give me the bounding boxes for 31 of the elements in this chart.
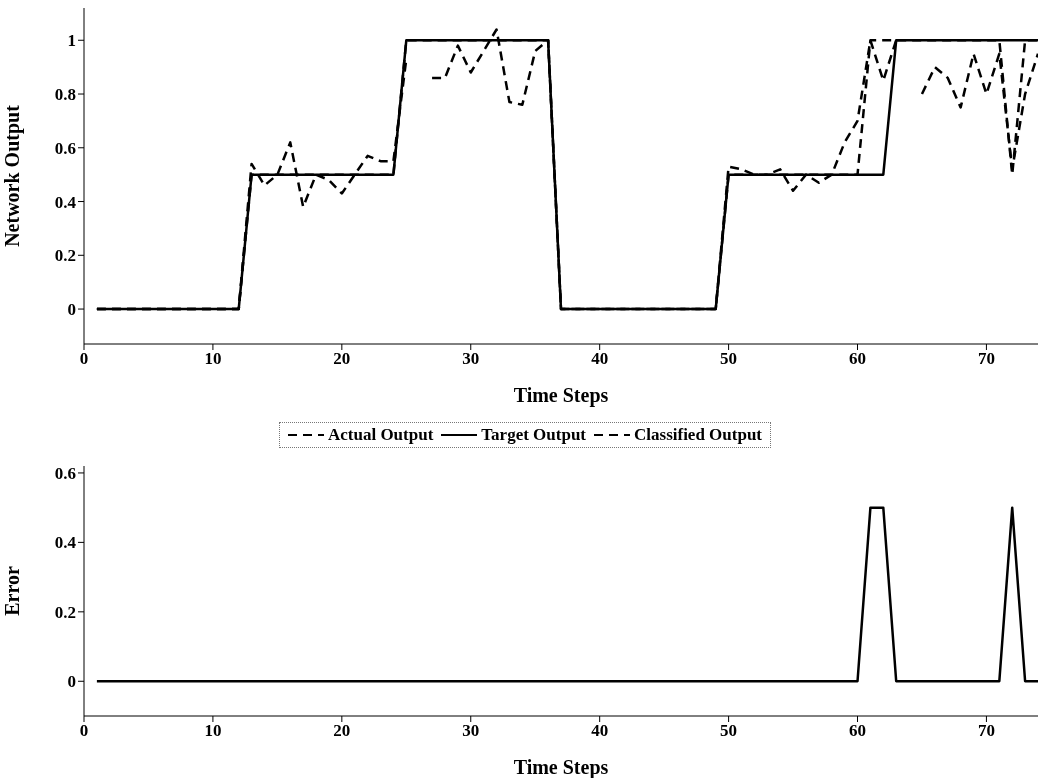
y-tick-label: 0.2: [54, 246, 76, 266]
x-tick-label: 10: [204, 349, 222, 369]
y-axis-title: Network Output: [1, 104, 25, 247]
x-tick-label: 20: [333, 349, 351, 369]
y-tick-label: 1: [67, 31, 76, 51]
x-tick-label: 40: [591, 349, 609, 369]
y-tick-label: 0.2: [54, 602, 76, 622]
y-axis-title: Error: [1, 566, 24, 616]
y-tick-label: 0.8: [54, 85, 76, 105]
y-tick-label: 0.4: [54, 533, 77, 553]
legend-label: Actual Output: [327, 425, 434, 445]
x-tick-label: 50: [720, 721, 738, 741]
x-tick-label: 10: [204, 721, 222, 741]
legend-label: Target Output: [481, 425, 587, 445]
y-tick-label: 0: [67, 672, 76, 692]
x-tick-label: 30: [462, 721, 480, 741]
legend-label: Classified Output: [634, 425, 763, 445]
x-tick-label: 60: [849, 721, 867, 741]
y-tick-label: 0.6: [54, 463, 76, 483]
y-tick-label: 0: [67, 300, 76, 320]
x-tick-label: 30: [462, 349, 480, 369]
x-tick-label: 60: [849, 349, 867, 369]
x-tick-label: 20: [333, 721, 351, 741]
x-tick-label: 50: [720, 349, 738, 369]
x-axis-title: Time Steps: [513, 756, 609, 779]
x-tick-label: 70: [977, 721, 995, 741]
y-tick-label: 0.4: [54, 192, 77, 212]
y-tick-label: 0.6: [54, 138, 76, 158]
x-tick-label: 40: [591, 721, 609, 741]
x-tick-label: 70: [977, 349, 995, 369]
x-axis-title: Time Steps: [513, 384, 609, 407]
